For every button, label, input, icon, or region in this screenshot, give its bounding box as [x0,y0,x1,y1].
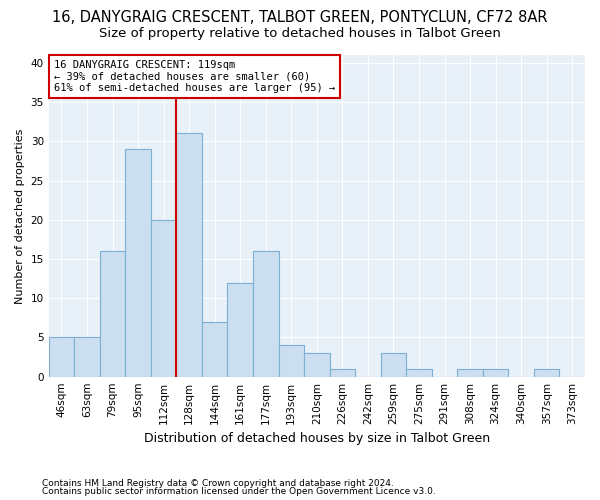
Text: 16 DANYGRAIG CRESCENT: 119sqm
← 39% of detached houses are smaller (60)
61% of s: 16 DANYGRAIG CRESCENT: 119sqm ← 39% of d… [54,60,335,93]
Y-axis label: Number of detached properties: Number of detached properties [15,128,25,304]
Bar [202,322,227,376]
Bar [151,220,176,376]
Bar [176,134,202,376]
Text: Size of property relative to detached houses in Talbot Green: Size of property relative to detached ho… [99,28,501,40]
Bar [49,338,74,376]
X-axis label: Distribution of detached houses by size in Talbot Green: Distribution of detached houses by size … [144,432,490,445]
Bar [406,369,432,376]
Bar [100,251,125,376]
Text: 16, DANYGRAIG CRESCENT, TALBOT GREEN, PONTYCLUN, CF72 8AR: 16, DANYGRAIG CRESCENT, TALBOT GREEN, PO… [52,10,548,25]
Bar [278,346,304,376]
Bar [304,353,329,376]
Bar [253,251,278,376]
Bar [74,338,100,376]
Bar [534,369,559,376]
Bar [380,353,406,376]
Bar [483,369,508,376]
Bar [329,369,355,376]
Bar [457,369,483,376]
Bar [125,149,151,376]
Bar [227,282,253,376]
Text: Contains HM Land Registry data © Crown copyright and database right 2024.: Contains HM Land Registry data © Crown c… [42,478,394,488]
Text: Contains public sector information licensed under the Open Government Licence v3: Contains public sector information licen… [42,487,436,496]
